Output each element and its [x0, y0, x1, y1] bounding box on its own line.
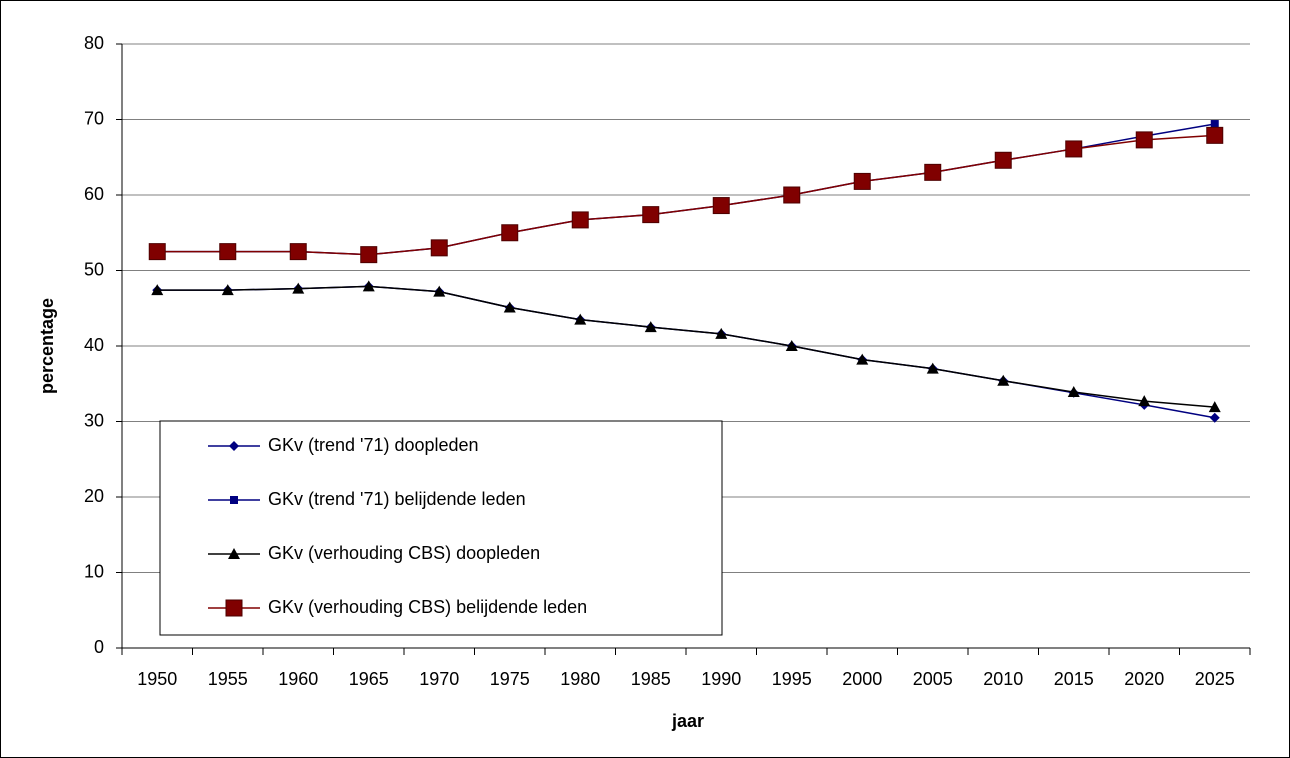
marker [853, 172, 871, 190]
x-tick-label: 1990 [701, 669, 741, 689]
x-tick-label: 1950 [137, 669, 177, 689]
x-tick-label: 1975 [490, 669, 530, 689]
y-tick-label: 60 [84, 184, 104, 204]
marker [642, 206, 660, 224]
x-tick-label: 1965 [349, 669, 389, 689]
marker [230, 496, 238, 504]
marker [229, 441, 239, 451]
legend-label: GKv (verhouding CBS) belijdende leden [268, 597, 587, 617]
marker [997, 374, 1010, 386]
legend-box [159, 420, 723, 636]
x-tick-label: 2025 [1195, 669, 1235, 689]
marker [712, 197, 730, 215]
x-tick-label: 1995 [772, 669, 812, 689]
x-tick-label: 2020 [1124, 669, 1164, 689]
marker [783, 186, 801, 204]
x-tick-label: 2000 [842, 669, 882, 689]
marker [574, 313, 587, 325]
y-tick-label: 80 [84, 33, 104, 53]
x-tick-label: 1955 [208, 669, 248, 689]
marker [225, 599, 243, 617]
marker [926, 362, 939, 374]
marker [292, 282, 305, 294]
marker [289, 243, 307, 261]
marker [1208, 401, 1221, 413]
y-axis-label: percentage [37, 298, 57, 394]
y-tick-label: 10 [84, 561, 104, 581]
x-tick-label: 1980 [560, 669, 600, 689]
marker [1206, 126, 1224, 144]
marker [715, 327, 728, 339]
marker [360, 246, 378, 264]
marker [151, 284, 164, 296]
x-tick-label: 1970 [419, 669, 459, 689]
series-line [157, 134, 1215, 256]
y-tick-label: 40 [84, 335, 104, 355]
marker [994, 151, 1012, 169]
marker [571, 211, 589, 229]
y-tick-label: 0 [94, 637, 104, 657]
legend-label: GKv (trend '71) doopleden [268, 435, 479, 455]
x-tick-label: 2010 [983, 669, 1023, 689]
marker [501, 224, 519, 242]
marker [1209, 412, 1220, 423]
marker [148, 243, 166, 261]
x-axis-label: jaar [671, 711, 704, 731]
x-tick-label: 1985 [631, 669, 671, 689]
marker [1210, 120, 1219, 129]
marker [430, 239, 448, 257]
marker [433, 285, 446, 297]
marker [362, 280, 375, 292]
marker [1135, 131, 1153, 149]
y-tick-label: 30 [84, 410, 104, 430]
marker [221, 284, 234, 296]
marker [1067, 386, 1080, 398]
y-tick-label: 70 [84, 108, 104, 128]
marker [924, 163, 942, 181]
y-tick-label: 50 [84, 259, 104, 279]
marker [219, 243, 237, 261]
marker [1065, 140, 1083, 158]
marker [228, 548, 240, 559]
marker [644, 321, 657, 333]
x-tick-label: 1960 [278, 669, 318, 689]
marker [785, 340, 798, 351]
legend-label: GKv (verhouding CBS) doopleden [268, 543, 540, 563]
y-tick-label: 20 [84, 486, 104, 506]
marker [1138, 395, 1151, 407]
x-tick-label: 2005 [913, 669, 953, 689]
x-tick-label: 2015 [1054, 669, 1094, 689]
series-line [157, 285, 1215, 408]
legend-label: GKv (trend '71) belijdende leden [268, 489, 526, 509]
marker [856, 353, 869, 365]
marker [503, 301, 516, 313]
